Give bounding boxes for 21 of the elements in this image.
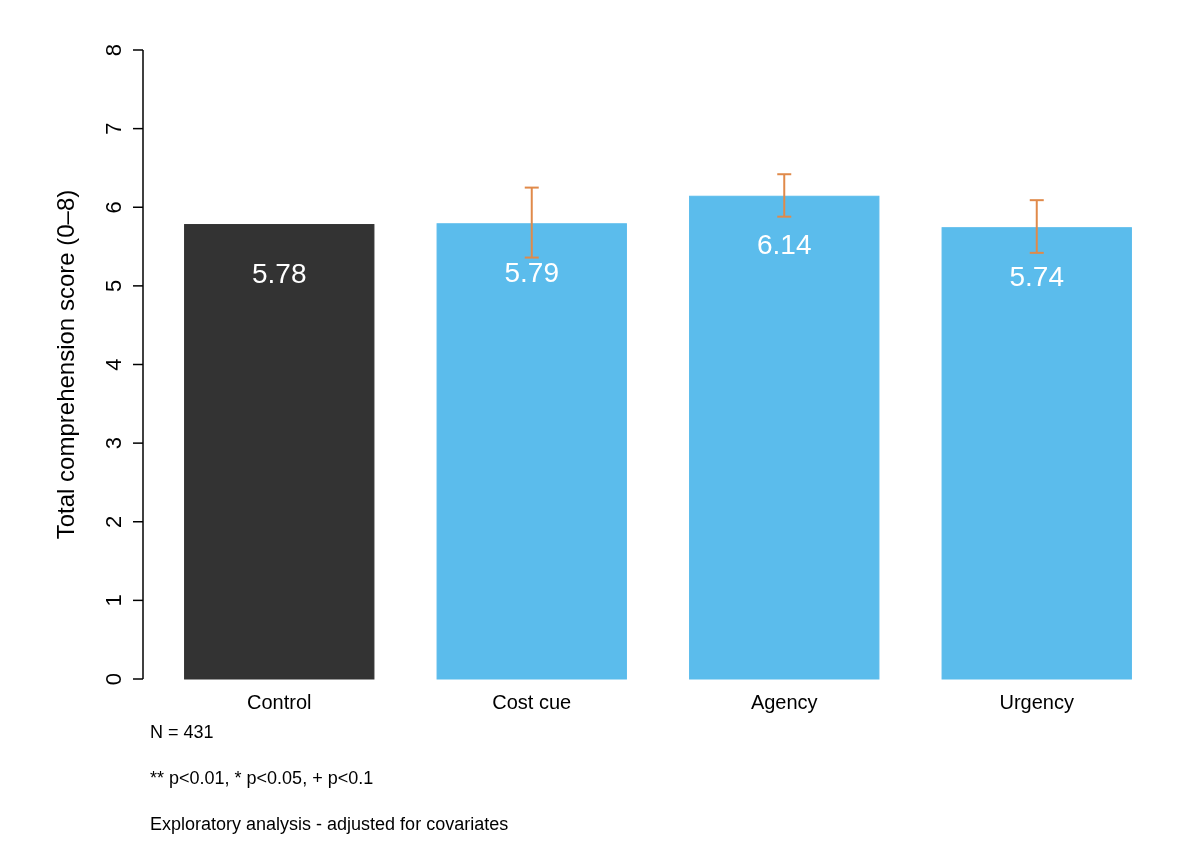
y-tick-label: 5	[101, 279, 126, 292]
x-tick-label: Urgency	[999, 691, 1074, 713]
data-label: 5.78	[252, 257, 307, 289]
y-tick-label: 3	[101, 437, 126, 450]
y-tick-label: 8	[101, 43, 126, 57]
data-label: 5.79	[504, 256, 559, 288]
text: Exploratory analysis - adjusted for covariates	[150, 814, 509, 834]
data-label: 6.14	[757, 229, 812, 261]
y-tick-label: 1	[101, 594, 126, 607]
y-axis-title: Total comprehension score (0–8)	[52, 189, 79, 540]
x-tick-label: Control	[247, 691, 312, 713]
y-tick-label: 6	[101, 201, 126, 214]
y-tick-label: 2	[101, 515, 126, 528]
text: N = 431	[150, 722, 214, 742]
text: ** p<0.01, * p<0.05, + p<0.1	[150, 768, 374, 788]
data-label: 5.74	[1009, 260, 1064, 292]
y-tick-label: 0	[101, 672, 126, 686]
x-tick-label: Cost cue	[492, 691, 572, 713]
x-tick-label: Agency	[750, 691, 818, 713]
y-tick-label: 7	[101, 122, 126, 135]
y-tick-label: 4	[101, 358, 126, 371]
